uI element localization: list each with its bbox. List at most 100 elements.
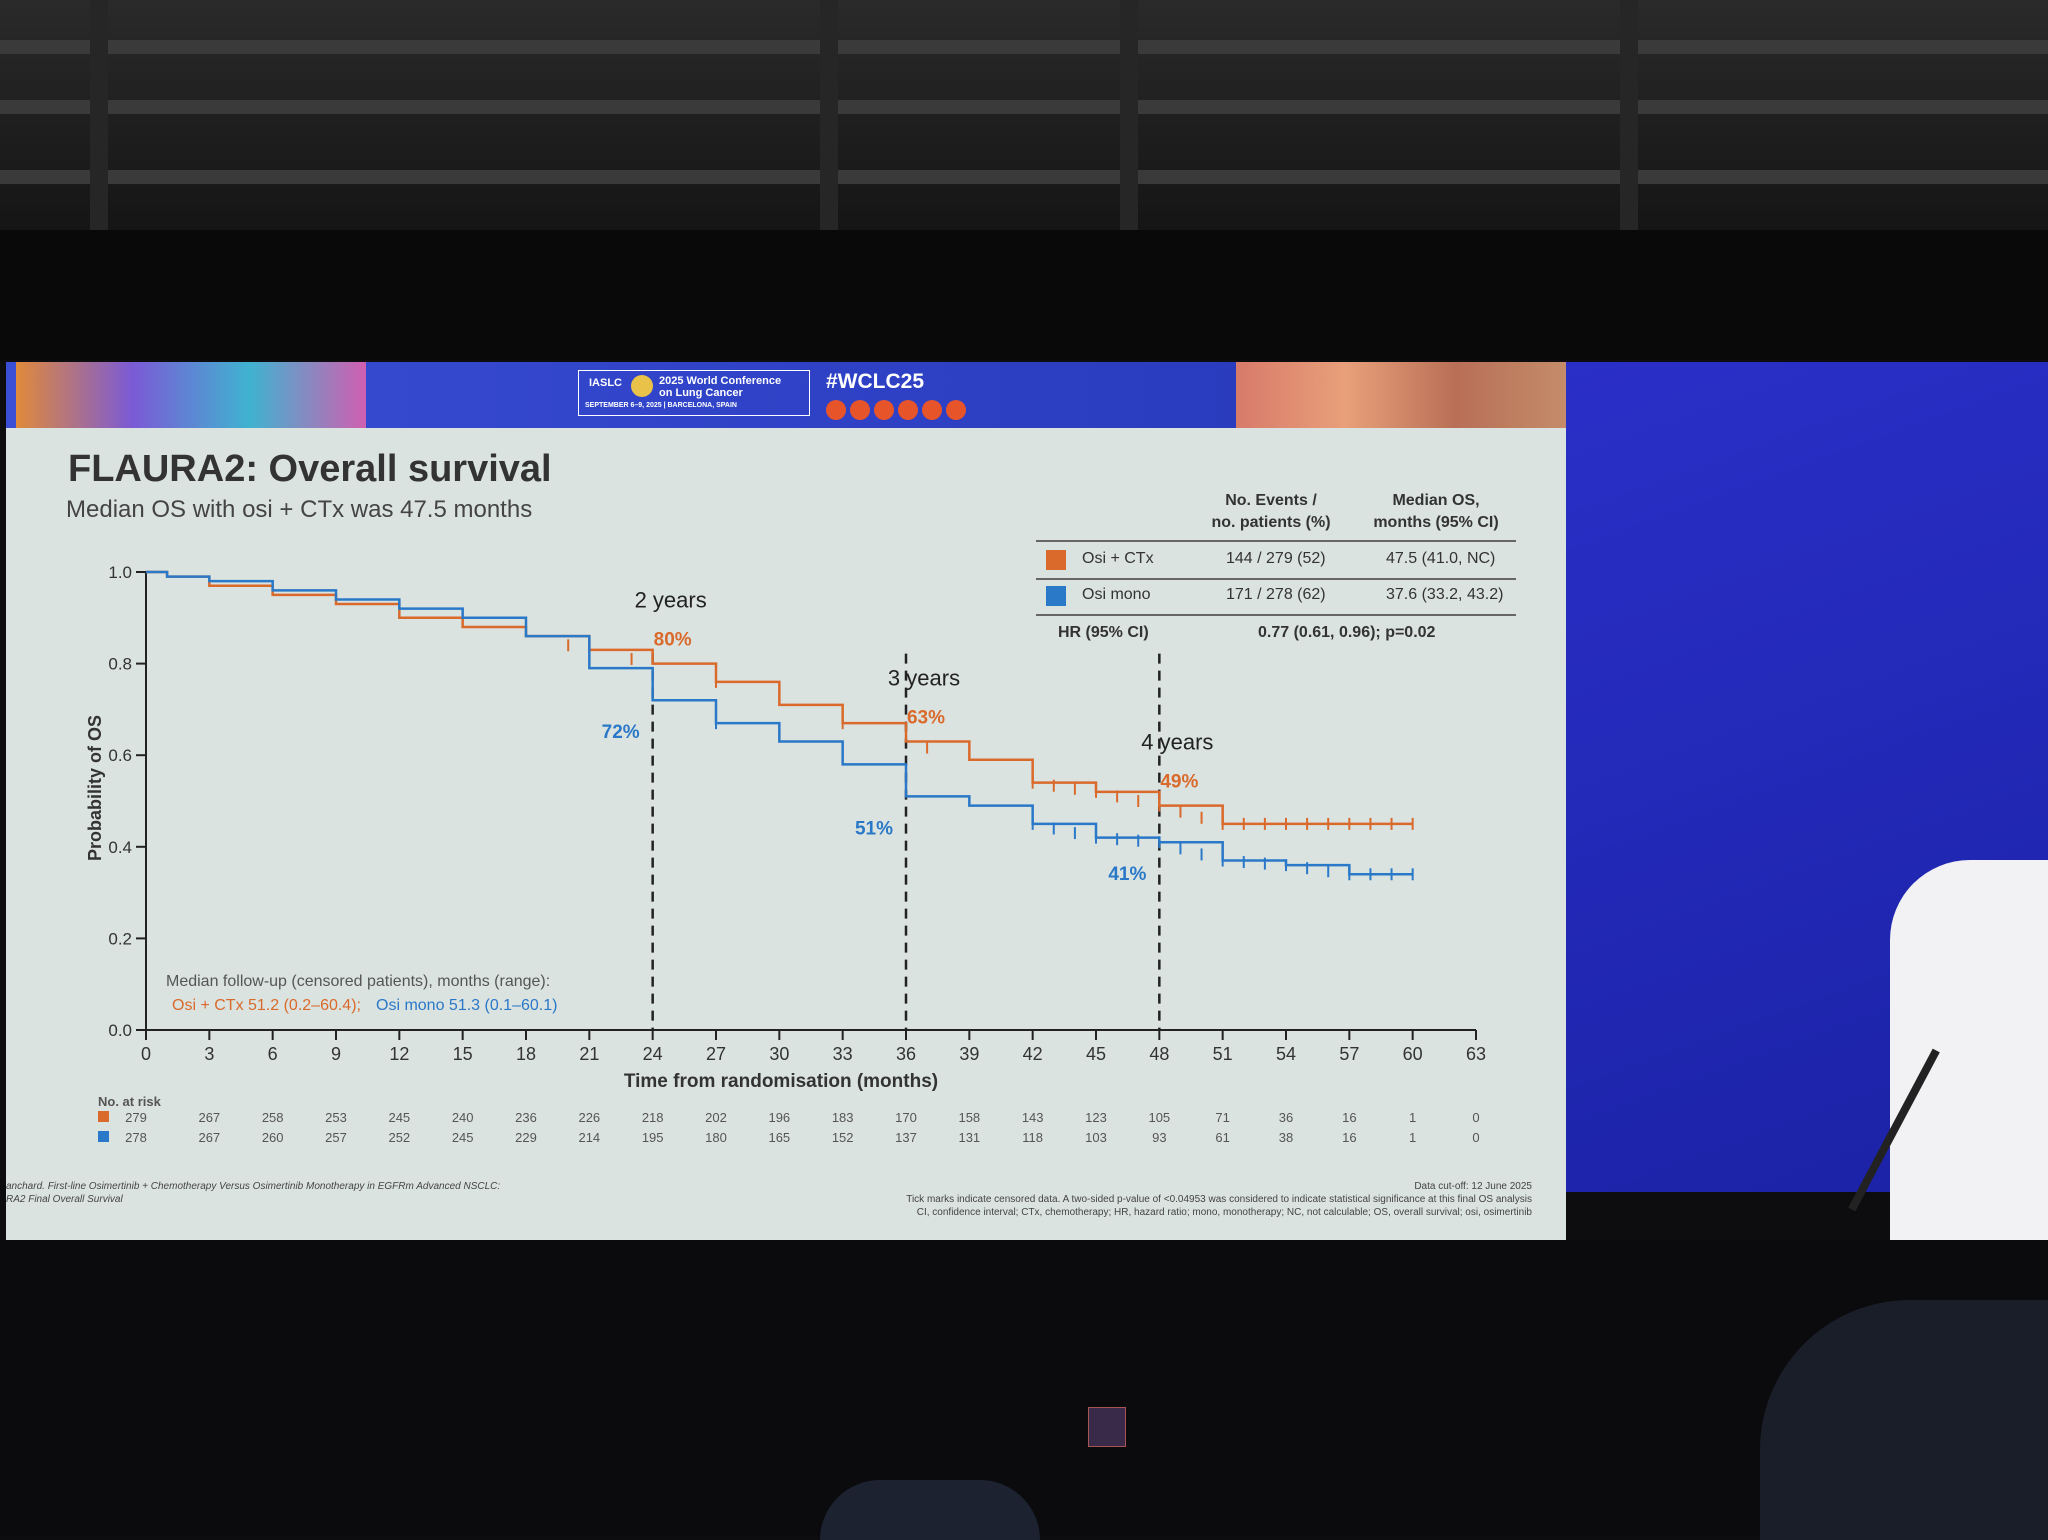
ceiling-beam bbox=[820, 0, 838, 230]
at-risk-swatch bbox=[98, 1111, 109, 1122]
at-risk-value: 260 bbox=[262, 1130, 284, 1145]
stats-arm-label: Osi + CTx bbox=[1082, 550, 1154, 567]
x-axis-label: Time from randomisation (months) bbox=[624, 1071, 938, 1092]
stats-row-hr: HR (95% CI) 0.77 (0.61, 0.96); p=0.02 bbox=[1038, 618, 1528, 652]
y-tick-label: 0.8 bbox=[108, 655, 132, 674]
at-risk-value: 123 bbox=[1085, 1110, 1107, 1125]
x-tick-label: 30 bbox=[769, 1044, 789, 1064]
at-risk-value: 0 bbox=[1472, 1130, 1479, 1145]
at-risk-value: 158 bbox=[958, 1110, 980, 1125]
x-tick-label: 48 bbox=[1149, 1044, 1169, 1064]
footer-citation-line1: anchard. First-line Osimertinib + Chemot… bbox=[6, 1181, 501, 1192]
stats-row-osi-mono: Osi mono 171 / 278 (62) 37.6 (33.2, 43.2… bbox=[1038, 580, 1528, 614]
social-icons bbox=[826, 400, 966, 420]
stats-divider bbox=[1036, 578, 1516, 580]
conference-logo-box: IASLC 2025 World Conference on Lung Canc… bbox=[578, 370, 810, 416]
conference-banner: IASLC 2025 World Conference on Lung Canc… bbox=[6, 362, 1566, 428]
audience-head bbox=[1760, 1300, 2048, 1540]
osi-ctx-percent-label: 63% bbox=[907, 707, 945, 728]
conference-hashtag: #WCLC25 bbox=[826, 370, 925, 393]
at-risk-value: 278 bbox=[125, 1130, 147, 1145]
x-tick-label: 18 bbox=[516, 1044, 536, 1064]
censor-marks bbox=[567, 639, 1414, 881]
slide-title: FLAURA2: Overall survival bbox=[68, 448, 552, 490]
year-label: 3 years bbox=[888, 665, 960, 690]
stats-row-osi-ctx: Osi + CTx 144 / 279 (52) 47.5 (41.0, NC) bbox=[1038, 544, 1528, 578]
x-tick-label: 27 bbox=[706, 1044, 726, 1064]
at-risk-value: 229 bbox=[515, 1130, 537, 1145]
conference-globe-icon bbox=[631, 375, 653, 397]
at-risk-value: 143 bbox=[1022, 1110, 1044, 1125]
at-risk-value: 180 bbox=[705, 1130, 727, 1145]
stats-arm-label: Osi mono bbox=[1082, 586, 1151, 603]
x-ticks: 0 3 6 9 12 15 18 21 24 27 30 33 36 39 42 45 48 51 54 57 60 63 bbox=[141, 1030, 1486, 1064]
stats-header-events: No. Events / no. patients (%) bbox=[1196, 490, 1346, 534]
x-tick-label: 39 bbox=[959, 1044, 979, 1064]
stats-events: 144 / 279 (52) bbox=[1226, 550, 1326, 567]
x-tick-label: 6 bbox=[268, 1044, 278, 1064]
at-risk-value: 240 bbox=[452, 1110, 474, 1125]
stats-events: 171 / 278 (62) bbox=[1226, 586, 1326, 603]
osi-ctx-swatch bbox=[1046, 550, 1066, 570]
osi-mono-percent-label: 72% bbox=[602, 722, 640, 743]
hr-value: 0.77 (0.61, 0.96); p=0.02 bbox=[1258, 624, 1436, 641]
stats-header-median-line2: months (95% CI) bbox=[1373, 514, 1499, 531]
ceiling-truss bbox=[0, 100, 2048, 114]
followup-osi-ctx: Osi + CTx 51.2 (0.2–60.4); bbox=[172, 997, 361, 1014]
at-risk-table: 279 267 258 253 245 240 236 226 218 202 196 183 170 1… bbox=[98, 1110, 1480, 1145]
survival-curves bbox=[146, 570, 1413, 876]
at-risk-value: 1 bbox=[1409, 1130, 1416, 1145]
ceiling-truss bbox=[0, 40, 2048, 54]
stats-header-median: Median OS, months (95% CI) bbox=[1356, 490, 1516, 534]
at-risk-value: 16 bbox=[1342, 1110, 1356, 1125]
at-risk-value: 105 bbox=[1148, 1110, 1170, 1125]
osi-ctx-percent-label: 80% bbox=[654, 630, 692, 651]
screen-border bbox=[0, 230, 2048, 360]
linkedin-icon bbox=[850, 400, 870, 420]
y-axis-label: Probability of OS bbox=[85, 715, 105, 861]
footer-citation-line2: RA2 Final Overall Survival bbox=[6, 1194, 123, 1205]
x-tick-label: 0 bbox=[141, 1044, 151, 1064]
youtube-icon bbox=[922, 400, 942, 420]
at-risk-value: 252 bbox=[388, 1130, 410, 1145]
at-risk-value: 245 bbox=[388, 1110, 410, 1125]
footer-data-cutoff: Data cut-off: 12 June 2025 bbox=[1414, 1181, 1532, 1192]
y-tick-label: 1.0 bbox=[108, 563, 132, 582]
at-risk-value: 253 bbox=[325, 1110, 347, 1125]
presenter bbox=[1890, 860, 2048, 1260]
y-ticks: 0.0 0.2 0.4 0.6 0.8 1.0 bbox=[108, 563, 146, 1040]
stats-median: 37.6 (33.2, 43.2) bbox=[1386, 586, 1504, 603]
at-risk-value: 267 bbox=[198, 1110, 220, 1125]
y-tick-label: 0.6 bbox=[108, 746, 132, 765]
at-risk-value: 137 bbox=[895, 1130, 917, 1145]
presentation-slide: IASLC 2025 World Conference on Lung Canc… bbox=[6, 362, 1566, 1242]
osi-mono-swatch bbox=[1046, 586, 1066, 606]
osi-mono-percent-label: 51% bbox=[855, 818, 893, 839]
year-annotations: 2 years 80% 72% 3 years 63% 51% 4 years 49% 41% bbox=[602, 588, 1214, 886]
year-label: 2 years bbox=[635, 588, 707, 613]
at-risk-value: 38 bbox=[1279, 1130, 1293, 1145]
slide-subtitle: Median OS with osi + CTx was 47.5 months bbox=[66, 496, 533, 523]
x-tick-label: 42 bbox=[1023, 1044, 1043, 1064]
ceiling-beam bbox=[90, 0, 108, 230]
at-risk-value: 202 bbox=[705, 1110, 727, 1125]
at-risk-value: 170 bbox=[895, 1110, 917, 1125]
facebook-icon bbox=[826, 400, 846, 420]
wechat-icon bbox=[946, 400, 966, 420]
followup-osi-mono: Osi mono 51.3 (0.1–60.1) bbox=[376, 997, 557, 1014]
at-risk-value: 258 bbox=[262, 1110, 284, 1125]
y-tick-label: 0.4 bbox=[108, 838, 132, 857]
stats-divider bbox=[1036, 614, 1516, 616]
at-risk-value: 16 bbox=[1342, 1130, 1356, 1145]
conference-dates: SEPTEMBER 6–9, 2025 | BARCELONA, SPAIN bbox=[585, 402, 737, 409]
at-risk-value: 0 bbox=[1472, 1110, 1479, 1125]
at-risk-value: 152 bbox=[832, 1130, 854, 1145]
chart-axes bbox=[145, 572, 1476, 1031]
instagram-icon bbox=[898, 400, 918, 420]
at-risk-value: 93 bbox=[1152, 1130, 1166, 1145]
y-tick-label: 0.0 bbox=[108, 1021, 132, 1040]
ceiling-background bbox=[0, 0, 2048, 230]
auditorium-stage bbox=[0, 1240, 2048, 1536]
x-tick-label: 60 bbox=[1403, 1044, 1423, 1064]
km-survival-chart: 0 3 6 9 12 15 18 21 24 27 30 33 36 39 42 45 48 51 54 57 60 63… bbox=[85, 563, 1486, 1145]
